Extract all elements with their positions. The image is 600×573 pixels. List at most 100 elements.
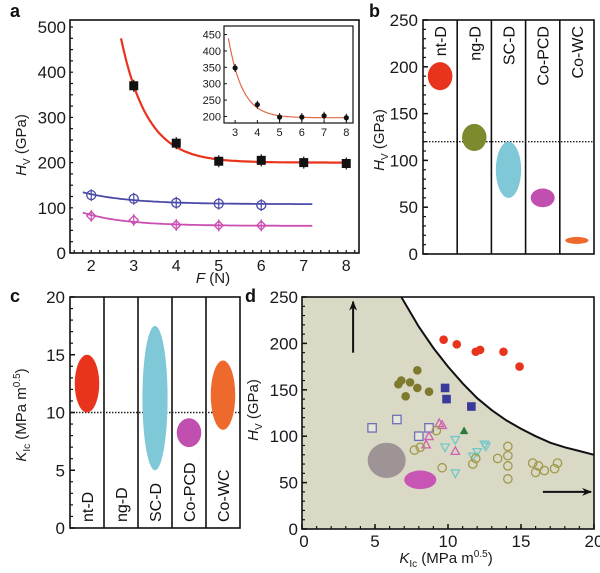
inset-point: [343, 115, 349, 121]
panel-a-point-nt-D: [256, 155, 266, 165]
panel-d-boundary-curve: [400, 296, 595, 456]
panel-a-point-SC-D: [86, 189, 97, 201]
panel-c-letter: c: [10, 286, 20, 306]
panel-a-point-nt-D: [214, 156, 224, 166]
panel-c-ylabel-main: K: [13, 451, 30, 462]
inset-x-tick-label: 4: [254, 127, 260, 139]
panel-c-ylabel-unit: (MPa m: [13, 387, 30, 444]
panel-d-point-ng-D: [405, 378, 415, 387]
panel-b-y-tick-label: 150: [390, 105, 418, 124]
panel-d-point-open-circle: [539, 465, 550, 476]
panel-a-ylabel-sub: V: [22, 158, 33, 165]
panel-d-point-open-circle: [467, 459, 478, 469]
panel-a-point-SC-D: [128, 193, 139, 204]
panel-a-y-tick-label: 200: [38, 154, 66, 173]
panel-d-point-open-circle: [437, 462, 448, 473]
panel-a-fit-line-Co-PCD: [82, 211, 313, 227]
panel-d-point-nt-D: [439, 335, 448, 344]
panel-b-ylabel-sub: V: [380, 153, 391, 160]
panel-c-category-label: Co-WC: [216, 470, 233, 522]
panel-a-point-Co-PCD: [170, 219, 182, 231]
panel-a-x-tick-label: 7: [299, 258, 308, 275]
panel-a-point-nt-D: [129, 81, 139, 91]
panel-d-point-open-square: [367, 422, 377, 433]
panel-b-y-tick-label: 250: [390, 11, 418, 30]
panel-c-ylabel-sub: Ic: [22, 444, 33, 452]
panel-c-ylabel-close: ): [13, 368, 30, 373]
panel-d-point-open-triangle-down: [471, 447, 483, 458]
panel-b-range-ellipse-ng-D: [462, 123, 487, 152]
panel-d-xlabel-unit: (MPa m: [417, 550, 474, 567]
panel-b-letter: b: [369, 1, 380, 21]
panel-c-y-tick-label: 15: [46, 346, 65, 365]
panel-b-ylabel-unit: (GPa): [371, 109, 388, 153]
panel-c-ylabel: KIc (MPa m0.5): [12, 368, 33, 461]
panel-b-category-label: Co-WC: [570, 26, 587, 78]
inset-point: [277, 114, 283, 120]
inset-x-tick-label: 7: [321, 127, 327, 139]
panel-d-point-filled-square: [442, 394, 451, 404]
panel-d-x-tick-label: 5: [370, 532, 379, 551]
panel-d-point-open-circle: [503, 474, 513, 484]
panel-d-point-nt-D: [499, 347, 508, 357]
panel-a-y-tick-label: 500: [38, 18, 66, 37]
panel-a-letter: a: [10, 1, 21, 21]
panel-d-x-tick-label: 10: [439, 532, 458, 551]
panel-d-point-open-circle: [549, 463, 560, 474]
panel-b-y-tick-label: 0: [409, 245, 418, 264]
inset-y-tick-label: 350: [203, 62, 221, 74]
panel-d-x-tick-label: 20: [585, 532, 600, 551]
panel-d-point-nt-D: [475, 345, 485, 355]
panel-a-point-Co-PCD: [128, 214, 140, 226]
panel-c-category-label: nt-D: [80, 492, 97, 522]
panel-d-point-open-triangle-down: [467, 452, 479, 463]
panel-b-ylabel-main: H: [371, 160, 388, 171]
inset-y-tick-label: 300: [203, 79, 221, 91]
inset-x-tick-label: 3: [232, 127, 238, 139]
panel-d-point-open-circle: [409, 445, 420, 455]
panel-d-region-grey-region: [367, 442, 406, 478]
panel-d-point-ng-D: [396, 376, 406, 385]
panel-a-ylabel-main: H: [13, 165, 30, 176]
panel-d-point-open-square: [392, 414, 402, 425]
panel-d-xlabel: KIc (MPa m0.5): [399, 549, 492, 570]
inset-fit-line: [227, 38, 347, 119]
panel-d-point-open-circle: [530, 467, 541, 478]
panel-a-y-tick-label: 100: [38, 199, 66, 218]
panel-d-point-filled-triangle: [459, 426, 469, 435]
panel-d-point-filled-square: [440, 383, 450, 393]
panel-b-y-tick-label: 50: [399, 198, 418, 217]
panel-a-point-Co-PCD: [213, 220, 225, 231]
panel-d-point-open-circle: [503, 441, 513, 452]
panel-d-point-ng-D: [401, 391, 410, 401]
panel-d-point-open-circle: [503, 461, 513, 471]
panel-b-category-label: SC-D: [502, 26, 519, 65]
panel-c-category-label: Co-PCD: [182, 462, 199, 522]
panel-c-range-ellipse-Co-PCD: [176, 418, 202, 448]
panel-a-point-Co-PCD: [255, 220, 267, 231]
panel-d-point-open-circle: [552, 458, 563, 468]
panel-b-range-ellipse-Co-PCD: [530, 188, 555, 208]
panel-b-category-label: ng-D: [467, 26, 484, 61]
panel-d-y-tick-label: 50: [279, 474, 298, 493]
panel-d-point-open-circle: [470, 453, 481, 464]
inset-y-tick-label: 200: [203, 111, 221, 123]
panel-d-xlabel-sup: 0.5: [474, 549, 488, 560]
panel-b-y-tick-label: 100: [390, 151, 418, 170]
panel-d-region-magenta-region: [404, 470, 437, 490]
panel-d-point-ng-D: [413, 383, 422, 393]
inset-point: [299, 114, 305, 120]
inset-point: [254, 102, 260, 108]
panel-d-ylabel: HV (GPa): [245, 379, 265, 441]
panel-a-point-SC-D: [171, 197, 182, 208]
panel-d-point-open-square: [413, 431, 424, 442]
panel-d-point-ng-D: [424, 387, 434, 396]
panel-a-x-tick-label: 6: [257, 258, 266, 275]
panel-d-y-tick-label: 0: [289, 520, 298, 539]
panel-d-point-nt-D: [452, 340, 462, 349]
panel-d-point-open-circle: [503, 450, 513, 461]
panel-c-ylabel-sup: 0.5: [12, 373, 23, 387]
panel-d-xlabel-sub: Ic: [409, 559, 417, 570]
